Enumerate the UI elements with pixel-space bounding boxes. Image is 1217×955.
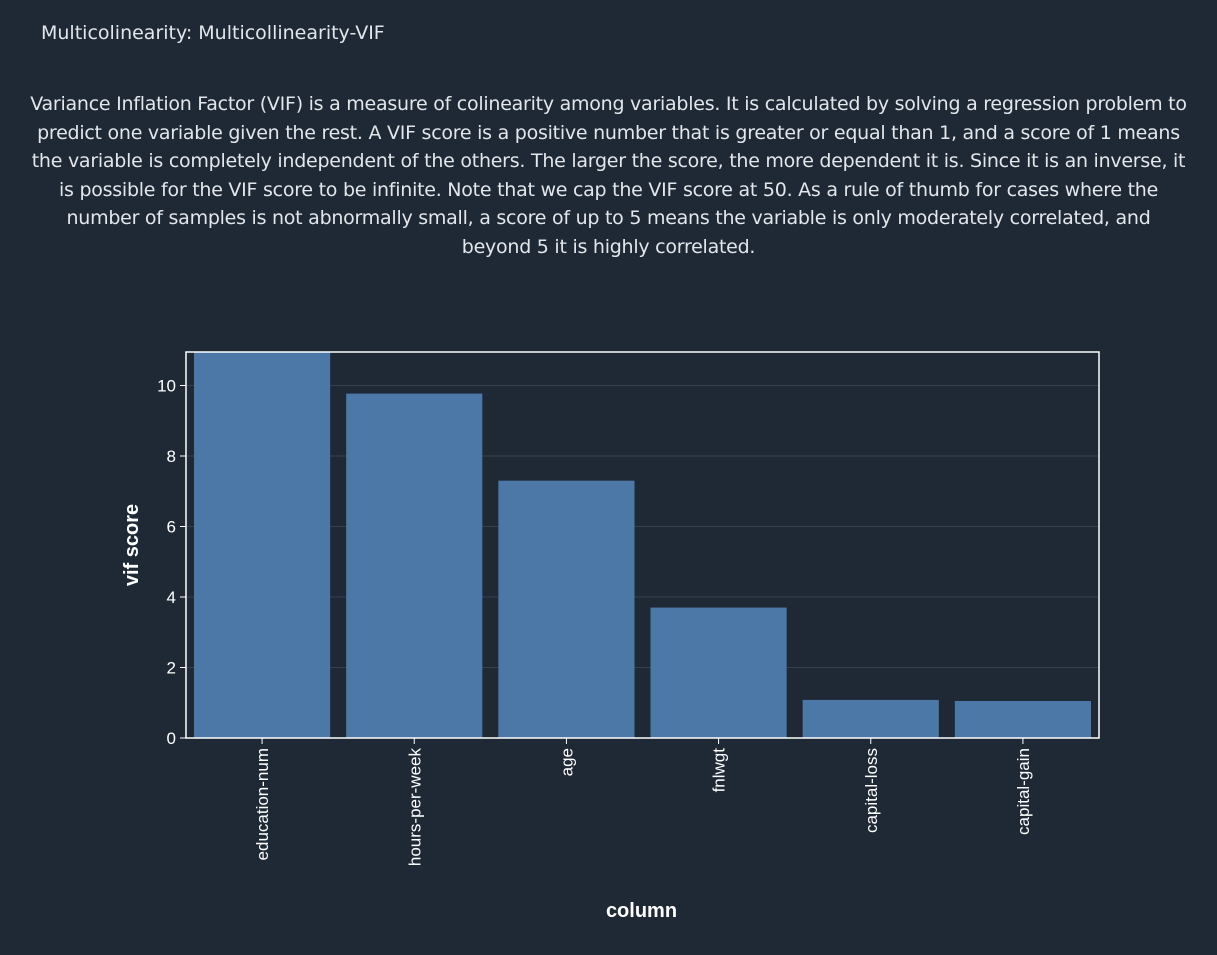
- x-tick-label: age: [557, 748, 576, 776]
- y-tick-label: 0: [167, 729, 176, 748]
- bar-education-num: [194, 352, 331, 738]
- bar-age: [498, 480, 635, 738]
- vif-description: Variance Inflation Factor (VIF) is a mea…: [30, 93, 1187, 258]
- axes: 0 2 4 6 8 10 education-num hours-per-week age fnl…: [157, 376, 1033, 866]
- grid-lines: [186, 384, 1099, 668]
- y-tick-label: 10: [157, 376, 176, 395]
- bar-capital-loss: [802, 699, 939, 738]
- x-tick-label: fnlwgt: [710, 748, 729, 793]
- x-tick-label: capital-loss: [862, 748, 881, 833]
- y-tick-label: 4: [167, 588, 176, 607]
- x-tick-label: hours-per-week: [405, 748, 424, 867]
- plot-frame: [185, 351, 1100, 739]
- y-tick-label: 8: [167, 447, 176, 466]
- bar-hours-per-week: [346, 393, 483, 738]
- y-tick-label: 6: [167, 517, 176, 536]
- y-tick-label: 2: [167, 658, 176, 677]
- bars: [194, 352, 1091, 738]
- x-tick-label: capital-gain: [1014, 748, 1033, 835]
- bar-capital-gain: [954, 700, 1091, 738]
- bar-fnlwgt: [650, 607, 787, 738]
- x-tick-label: education-num: [253, 748, 272, 860]
- x-axis-title: column: [606, 900, 677, 922]
- y-axis-title: vif score: [121, 504, 143, 586]
- page-title: Multicolinearity: Multicollinearity-VIF: [41, 22, 385, 44]
